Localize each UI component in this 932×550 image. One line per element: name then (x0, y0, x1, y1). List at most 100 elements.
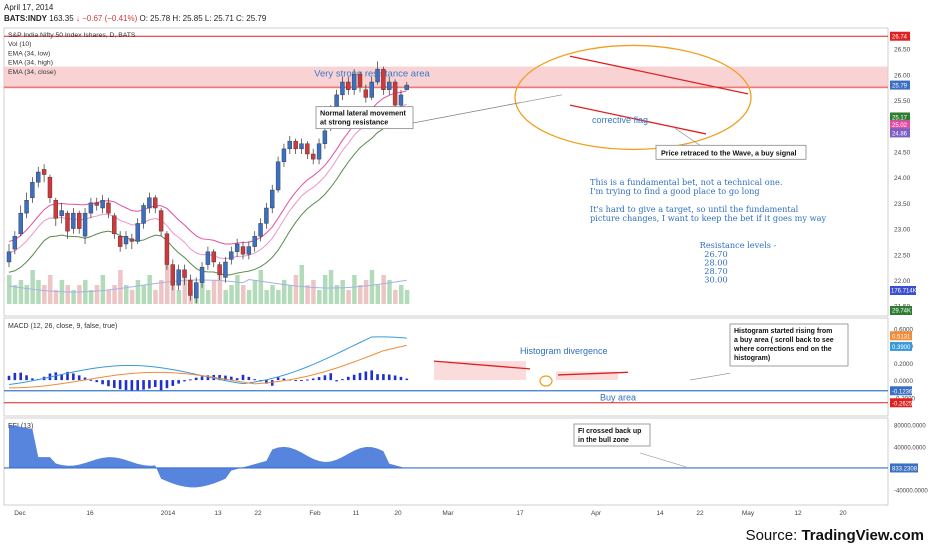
candle (53, 197, 58, 226)
divergence-region-1 (434, 361, 526, 381)
candle (375, 61, 380, 85)
divergence-line-1 (433, 360, 531, 370)
candle (36, 166, 41, 188)
candle (88, 197, 94, 219)
volume-bar (118, 270, 123, 304)
candle-body (147, 197, 152, 209)
volume-bar (200, 275, 205, 304)
volume-ma-badge (890, 306, 912, 315)
macd-histogram-bar (118, 380, 122, 390)
candle-body (153, 197, 158, 209)
resistance-area (4, 66, 888, 89)
candle-body (135, 223, 140, 242)
macd-histogram-bar (101, 380, 104, 385)
candle (82, 208, 88, 244)
candle-body (281, 148, 287, 162)
volume-bar (211, 280, 217, 304)
candle-body (170, 264, 176, 286)
flag-label: corrective flag (592, 115, 648, 125)
efi-callout-text: FI crossed back up (578, 428, 641, 435)
price-tick-label: 25.50 (894, 98, 911, 105)
candle-body (65, 212, 70, 232)
candle (287, 136, 292, 154)
price-badge (890, 112, 910, 122)
candle (246, 241, 252, 260)
macd-histogram-bar (83, 377, 87, 381)
efi-area (9, 424, 407, 488)
candle (176, 264, 181, 291)
macd-histogram-bar (25, 375, 28, 381)
candle-body (129, 238, 135, 242)
volume-bar (7, 275, 12, 304)
candle-body (88, 202, 94, 214)
volume-bar (153, 290, 158, 304)
volume-bar (217, 270, 223, 304)
candle-body (234, 243, 240, 252)
trading-chart: Very strong resistance area 26.50 26.00 25.… (3, 27, 928, 517)
candle-body (211, 251, 216, 263)
price-badge (890, 120, 910, 130)
target-line-2: picture changes, I want to keep the bet … (590, 213, 827, 223)
candle (71, 208, 76, 234)
macd-pane (3, 317, 889, 417)
candle-body (346, 81, 351, 90)
buy-point-circle (539, 375, 553, 387)
volume-bar (398, 285, 404, 304)
candle (59, 202, 64, 224)
macd-badge-label: -0.2625 (892, 401, 913, 407)
volume-bar (381, 275, 386, 304)
macd-histogram-bar (253, 379, 256, 381)
candle (381, 66, 386, 95)
candle-body (322, 130, 328, 144)
candle (117, 231, 123, 252)
price-tick-label: 26.00 (894, 72, 911, 79)
signal-line (8, 344, 407, 389)
price-badge-label: 25.17 (892, 115, 908, 121)
macd-histogram-bar (230, 376, 233, 381)
candle-body (369, 81, 374, 98)
macd-histogram-bar (171, 380, 175, 386)
candle (123, 231, 129, 250)
candle (100, 195, 105, 214)
efi-callout-text: in the bull zone (578, 437, 629, 444)
candle-body (117, 236, 123, 247)
candle (41, 164, 47, 183)
candle (164, 231, 170, 270)
time-tick-label: May (742, 510, 755, 517)
volume-ma-badge-label: 29.74K (892, 309, 911, 315)
volume-bar (124, 285, 129, 304)
candle (305, 141, 310, 160)
volume-bar (358, 285, 363, 304)
volume-bar (182, 270, 187, 304)
macd-histogram-bar (130, 380, 134, 391)
volume-bar (141, 285, 147, 304)
histogram-callout-text: where corrections end on the (733, 346, 832, 353)
macd-histogram-bar (89, 379, 93, 381)
macd-histogram-bar (66, 371, 69, 381)
candle (211, 249, 216, 268)
volume-bar (241, 285, 246, 304)
macd-tick-label: 0.2000 (894, 361, 913, 368)
volume-bar (264, 290, 269, 304)
volume-bar (24, 285, 30, 304)
candle-body (205, 251, 211, 265)
candle-body (363, 89, 369, 98)
candle (12, 231, 18, 255)
candle-body (223, 261, 228, 278)
candle-body (252, 236, 257, 247)
candle (65, 210, 70, 239)
price-pane (3, 27, 889, 317)
candle-body (299, 143, 304, 150)
macd-histogram-bar (270, 380, 274, 386)
volume-bar (270, 285, 275, 304)
price-tick-label: 23.00 (894, 227, 911, 234)
candle-body (398, 94, 404, 106)
candle-body (404, 84, 409, 90)
candle-body (387, 81, 392, 90)
macd-histogram-bar (189, 379, 192, 381)
price-tick-label: 24.00 (894, 175, 911, 182)
candle (240, 241, 246, 260)
efi-callout-box (573, 423, 651, 447)
efi-tick-label: 80000.0000 (894, 424, 926, 430)
macd-histogram-bar (206, 375, 210, 381)
